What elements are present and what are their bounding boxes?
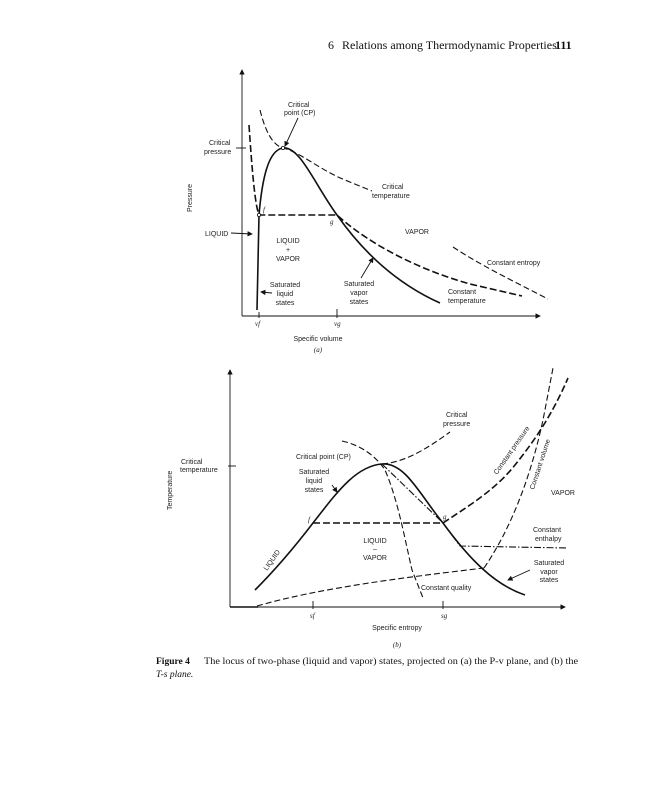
running-header: 6 Relations among Thermodynamic Properti… xyxy=(328,38,572,52)
saturated-vapor-label: Saturated xyxy=(344,281,374,288)
constant-entropy-line xyxy=(452,246,549,300)
sf-tick-label: sf xyxy=(310,612,316,620)
point-g-label: g xyxy=(330,218,334,226)
saturated-vapor-label: vapor xyxy=(350,290,368,297)
saturated-vapor-label: vapor xyxy=(540,569,558,576)
x-axis-label: Specific entropy xyxy=(372,625,422,632)
figure-a-pv-diagram: Pressure Critical point (CP) Critical pr… xyxy=(187,69,549,354)
saturated-liquid-label: liquid xyxy=(277,291,293,298)
saturated-liquid-label: states xyxy=(276,300,295,307)
vg-tick-label: vg xyxy=(334,320,341,328)
x-axis-label: Specific volume xyxy=(293,336,342,343)
critical-temperature-label: temperature xyxy=(372,193,410,200)
constant-enthalpy-line xyxy=(381,463,568,549)
critical-pressure-label: Critical xyxy=(446,412,468,419)
figure-caption: Figure 4 The locus of two-phase (liquid … xyxy=(156,656,578,680)
point-f-label: f xyxy=(263,206,266,214)
caption-line-1: The locus of two-phase (liquid and vapor… xyxy=(204,656,578,667)
constant-volume-label: Constant volume xyxy=(529,438,552,490)
constant-quality-lower-line xyxy=(256,567,485,607)
constant-enthalpy-label: Constant xyxy=(533,527,561,534)
point-f-label: f xyxy=(308,516,311,524)
critical-pressure-label: pressure xyxy=(443,421,470,428)
liquid-vapor-label: LIQUID xyxy=(276,238,299,245)
constant-quality-curve xyxy=(341,440,424,599)
saturated-liquid-label: states xyxy=(305,487,324,494)
constant-temperature-line xyxy=(248,124,523,297)
liquid-arrow xyxy=(230,231,253,237)
panel-label-a: (a) xyxy=(314,346,323,354)
vf-tick-label: vf xyxy=(255,320,261,328)
critical-pressure-label: pressure xyxy=(204,149,231,156)
liquid-vapor-label: LIQUID xyxy=(363,538,386,545)
saturated-liquid-label: Saturated xyxy=(299,469,329,476)
saturated-vapor-arrow xyxy=(360,257,374,279)
page-number: 111 xyxy=(555,38,572,52)
liquid-label: LIQUID xyxy=(263,549,282,572)
critical-point-label: point (CP) xyxy=(284,110,316,117)
sg-tick-label: sg xyxy=(441,612,448,620)
saturated-liquid-arrow xyxy=(331,484,338,493)
saturation-dome xyxy=(256,147,441,311)
saturated-vapor-label: Saturated xyxy=(534,560,564,567)
chapter-title: Relations among Thermodynamic Properties xyxy=(342,38,557,52)
critical-pressure-curve xyxy=(381,431,451,465)
liquid-vapor-label: VAPOR xyxy=(276,256,300,263)
constant-temperature-label: Constant xyxy=(448,289,476,296)
liquid-vapor-label: + xyxy=(286,247,290,254)
constant-quality-label: Constant quality xyxy=(421,585,472,592)
critical-temperature-label: temperature xyxy=(180,467,218,474)
panel-label-b: (b) xyxy=(393,641,402,649)
saturated-vapor-label: states xyxy=(350,299,369,306)
critical-temperature-label: Critical xyxy=(382,184,404,191)
caption-label: Figure 4 xyxy=(156,657,190,667)
vapor-label: VAPOR xyxy=(551,490,575,497)
constant-entropy-label: Constant entropy xyxy=(487,260,541,267)
vapor-label: VAPOR xyxy=(405,229,429,236)
constant-pressure-line xyxy=(313,377,569,524)
constant-enthalpy-label: enthalpy xyxy=(535,536,562,543)
critical-pressure-label: Critical xyxy=(209,140,231,147)
liquid-vapor-label: VAPOR xyxy=(363,555,387,562)
critical-point-arrow xyxy=(284,117,299,147)
chapter-number: 6 xyxy=(328,38,334,52)
point-f-marker xyxy=(256,212,261,217)
critical-point-marker xyxy=(280,145,285,150)
saturated-liquid-label: Saturated xyxy=(270,282,300,289)
saturated-liquid-arrow xyxy=(260,289,273,296)
y-axis-label: Pressure xyxy=(187,184,194,212)
critical-point-label: Critical xyxy=(288,102,310,109)
liquid-label: LIQUID xyxy=(205,231,228,238)
constant-temperature-label: temperature xyxy=(448,298,486,305)
y-axis-label: Temperature xyxy=(167,471,174,510)
critical-temperature-label: Critical xyxy=(181,459,203,466)
liquid-vapor-label: – xyxy=(373,546,377,553)
point-g-label: g xyxy=(443,513,447,521)
saturated-liquid-label: liquid xyxy=(306,478,322,485)
figure-b-ts-diagram: Temperature Critical pressure Critical p… xyxy=(167,367,575,649)
caption-line-2: T-s plane. xyxy=(156,670,193,680)
saturated-vapor-arrow xyxy=(507,569,531,581)
critical-point-label: Critical point (CP) xyxy=(296,454,351,461)
constant-volume-line xyxy=(483,367,554,569)
saturated-vapor-label: states xyxy=(540,577,559,584)
